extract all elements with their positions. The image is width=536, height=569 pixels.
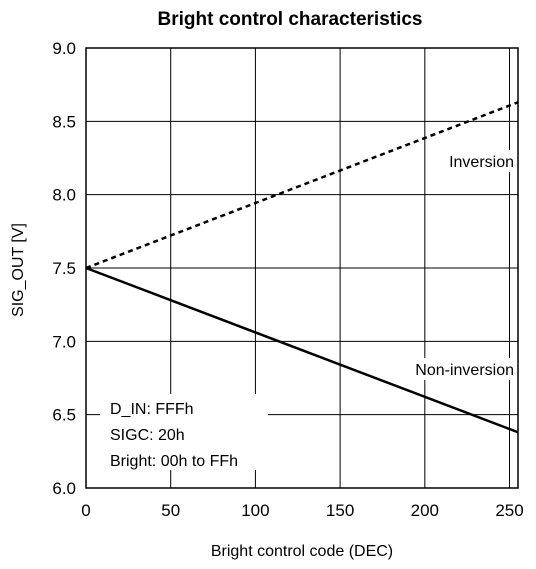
y-tick-label: 7.5 xyxy=(52,259,76,278)
y-tick-label: 8.0 xyxy=(52,186,76,205)
y-axis-label: SIG_OUT [V] xyxy=(10,223,27,317)
series-label-inversion: Inversion xyxy=(449,154,514,171)
annotation-sigc: SIGC: 20h xyxy=(110,427,185,444)
x-tick-label: 100 xyxy=(241,501,269,520)
series-line-inversion xyxy=(85,101,519,270)
chart-title: Bright control characteristics xyxy=(157,9,422,30)
x-tick-label: 200 xyxy=(411,501,439,520)
inversion-label-bg xyxy=(428,150,516,172)
y-tick-label: 6.0 xyxy=(52,479,76,498)
annotation-din: D_IN: FFFh xyxy=(110,401,194,418)
plot-frame xyxy=(85,47,519,489)
y-tick-label: 9.0 xyxy=(52,39,76,58)
x-tick-labels: 0 50 100 150 200 250 xyxy=(81,501,523,520)
annotation-bright: Bright: 00h to FFh xyxy=(110,453,238,470)
x-tick-label: 250 xyxy=(495,501,523,520)
y-tick-label: 8.5 xyxy=(52,112,76,131)
annotation-box xyxy=(100,394,268,470)
y-tick-labels: 6.0 6.5 7.0 7.5 8.0 8.5 9.0 xyxy=(52,39,76,498)
series-label-non-inversion: Non-inversion xyxy=(415,362,514,379)
y-tick-label: 6.5 xyxy=(52,406,76,425)
x-tick-label: 50 xyxy=(161,501,180,520)
x-axis-label: Bright control code (DEC) xyxy=(211,543,393,560)
series-line-non-inversion xyxy=(85,266,519,434)
x-tick-label: 0 xyxy=(81,501,90,520)
y-tick-label: 7.0 xyxy=(52,332,76,351)
non-inversion-label-bg xyxy=(384,358,516,380)
series-lines xyxy=(85,101,519,434)
x-tick-label: 150 xyxy=(326,501,354,520)
